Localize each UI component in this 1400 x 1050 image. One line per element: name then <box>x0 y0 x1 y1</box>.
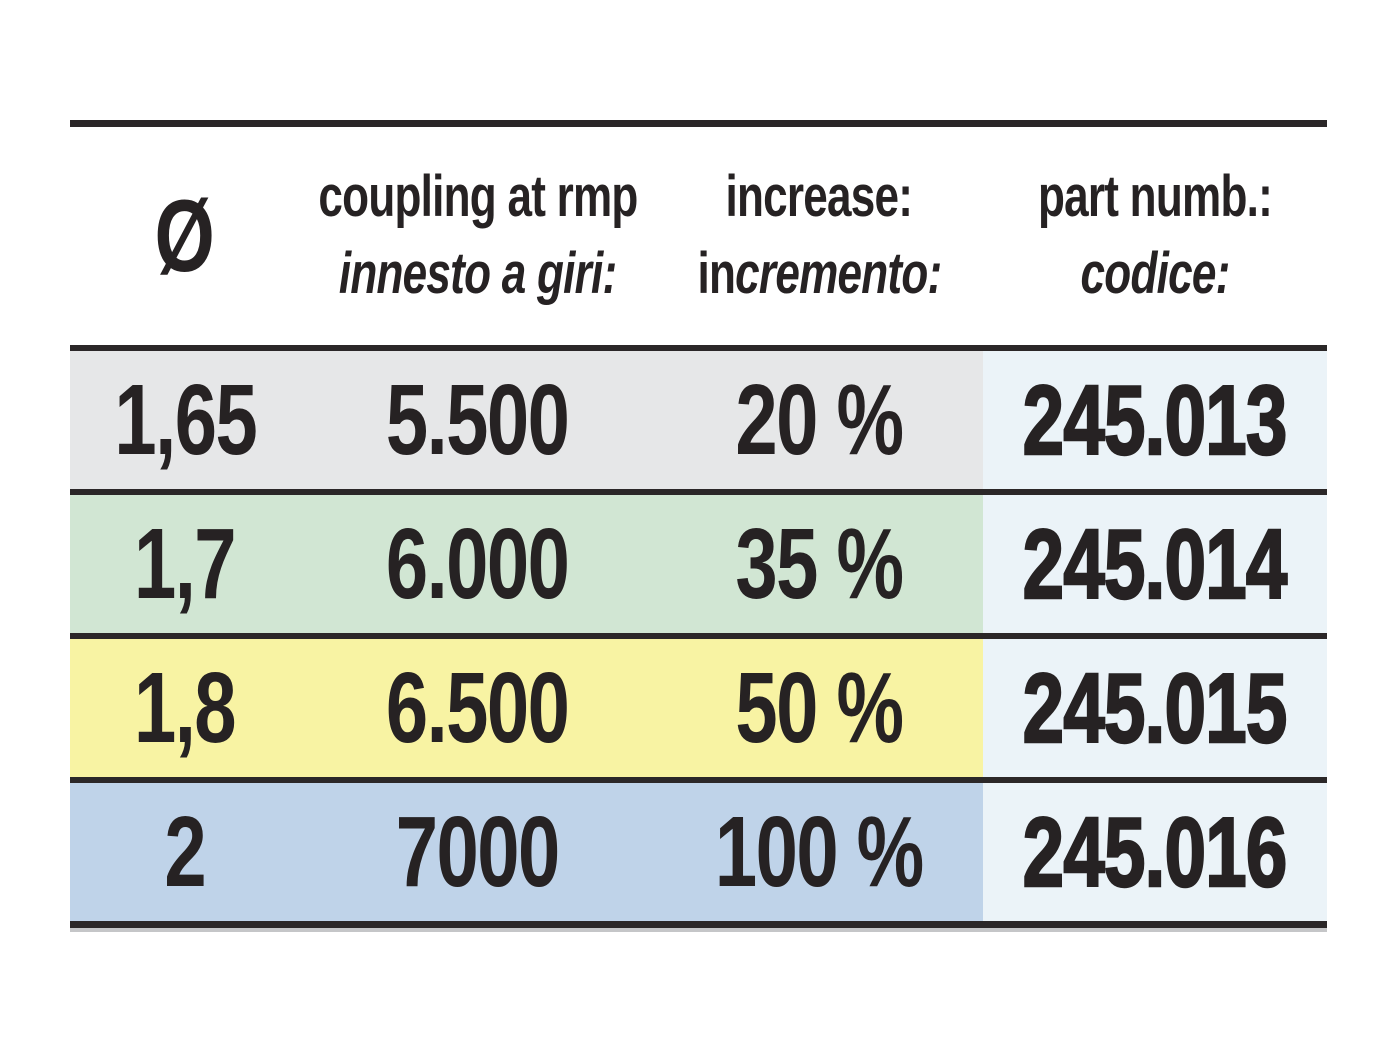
table-row-1: 1,65 5.500 20 % 245.013 <box>70 345 1327 489</box>
part-number-value: 245.014 <box>1022 507 1289 620</box>
increase-value: 50 % <box>735 651 904 764</box>
part-number-cell: 245.013 <box>983 351 1327 489</box>
increase-label-it-rest: cremento: <box>734 241 942 306</box>
increase-label-en: increase: <box>725 164 914 230</box>
coupling-label-it: innesto a giri: <box>338 241 617 306</box>
part-number-cell: 245.014 <box>983 495 1327 633</box>
coupling-value: 5.500 <box>386 363 570 476</box>
part-number-value: 245.015 <box>1022 651 1289 764</box>
part-number-cell: 245.016 <box>983 783 1327 921</box>
diameter-cell: 1,65 <box>70 351 300 489</box>
header-diameter-cell: Ø <box>70 127 300 345</box>
coupling-value: 6.500 <box>386 651 570 764</box>
diameter-value: 1,8 <box>134 651 237 764</box>
increase-cell: 35 % <box>655 495 983 633</box>
increase-cell: 100 % <box>655 783 983 921</box>
increase-value: 20 % <box>735 363 904 476</box>
increase-label-it-prefix: in <box>697 241 735 306</box>
diameter-symbol: Ø <box>154 178 216 293</box>
coupling-value: 6.000 <box>386 507 570 620</box>
tire-spec-table: Ø coupling at rmp innesto a giri: increa… <box>70 120 1327 928</box>
coupling-cell: 7000 <box>300 783 655 921</box>
increase-cell: 20 % <box>655 351 983 489</box>
part-number-value: 245.016 <box>1022 795 1289 908</box>
coupling-cell: 6.000 <box>300 495 655 633</box>
increase-value: 100 % <box>715 795 924 908</box>
table-row-4: 2 7000 100 % 245.016 <box>70 777 1327 921</box>
part-number-value: 245.013 <box>1022 363 1289 476</box>
increase-value: 35 % <box>735 507 904 620</box>
diameter-value: 1,65 <box>114 363 257 476</box>
coupling-value: 7000 <box>396 795 561 908</box>
increase-label-it: incremento: <box>697 241 942 306</box>
coupling-cell: 5.500 <box>300 351 655 489</box>
header-coupling-cell: coupling at rmp innesto a giri: <box>300 127 655 345</box>
increase-cell: 50 % <box>655 639 983 777</box>
header-partnumber-cell: part numb.: codice: <box>983 127 1327 345</box>
table-row-3: 1,8 6.500 50 % 245.015 <box>70 633 1327 777</box>
diameter-cell: 1,7 <box>70 495 300 633</box>
coupling-cell: 6.500 <box>300 639 655 777</box>
coupling-label-en: coupling at rmp <box>317 164 638 230</box>
partnumber-label-it: codice: <box>1080 241 1230 306</box>
table-row-2: 1,7 6.000 35 % 245.014 <box>70 489 1327 633</box>
diameter-cell: 2 <box>70 783 300 921</box>
diameter-value: 1,7 <box>134 507 237 620</box>
table-header-row: Ø coupling at rmp innesto a giri: increa… <box>70 127 1327 345</box>
part-number-cell: 245.015 <box>983 639 1327 777</box>
header-increase-cell: increase: incremento: <box>655 127 983 345</box>
partnumber-label-en: part numb.: <box>1037 164 1273 230</box>
diameter-cell: 1,8 <box>70 639 300 777</box>
diameter-value: 2 <box>164 795 207 908</box>
